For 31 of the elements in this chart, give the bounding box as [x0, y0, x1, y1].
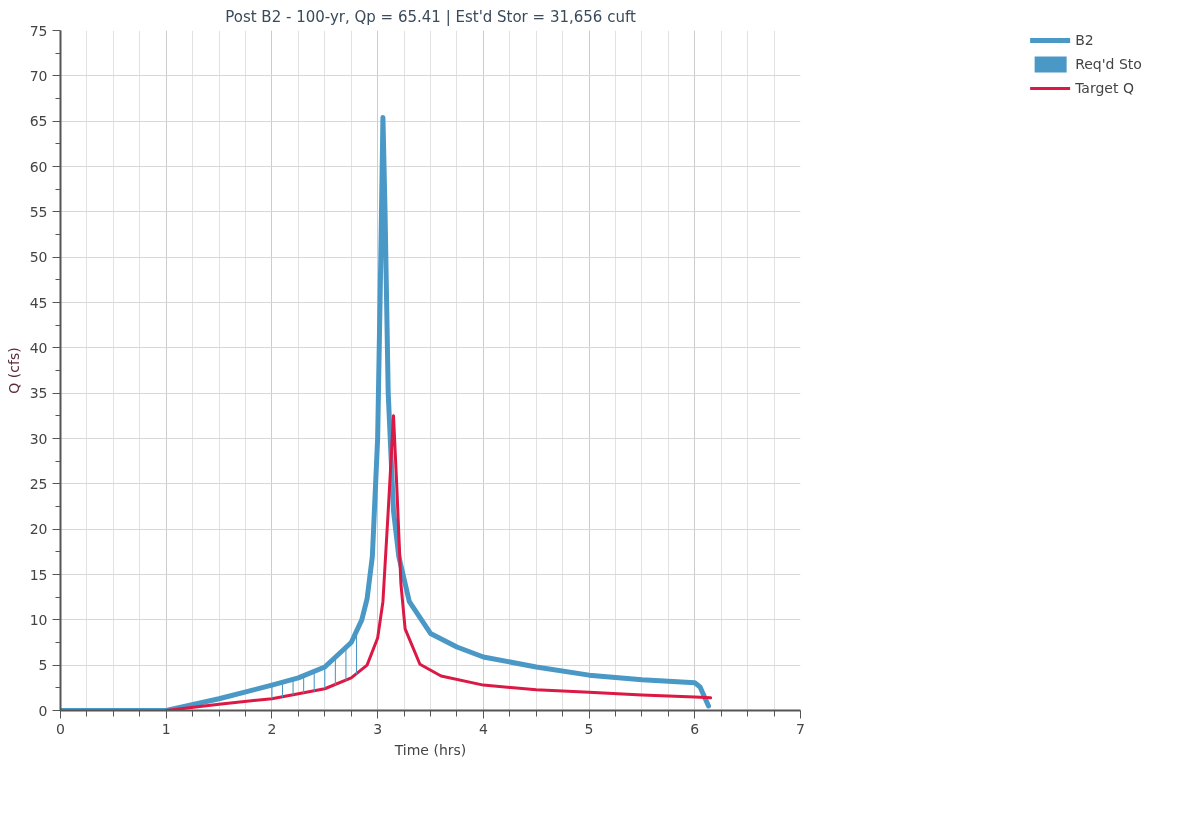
y-tick-label: 20	[29, 521, 48, 538]
line-series	[164, 414, 713, 711]
x-tick-label: 3	[373, 720, 383, 737]
y-axis-title: Q (cfs)	[5, 347, 22, 394]
x-tick-label: 0	[56, 720, 65, 737]
y-tick-label: 70	[29, 67, 48, 84]
legend-label: B2	[1075, 32, 1095, 48]
y-tick-label: 15	[29, 566, 48, 583]
x-tick-label: 4	[478, 720, 488, 737]
legend-label: Target Q	[1075, 80, 1134, 96]
x-tick-label: 2	[267, 720, 277, 737]
legend-label: Req'd Sto	[1075, 56, 1142, 72]
x-tick-label: 7	[796, 720, 805, 737]
y-tick-label: 45	[29, 294, 48, 311]
y-tick-label: 55	[29, 203, 48, 220]
y-tick-label: 10	[29, 611, 48, 628]
y-tick-label: 40	[29, 339, 48, 356]
x-axis-title: Time (hrs)	[393, 741, 467, 758]
chart-title: Post B2 - 100-yr, Qp = 65.41 | Est'd Stor = 31,656 cuft	[225, 7, 636, 26]
x-tick-label: 5	[584, 720, 594, 737]
y-tick-label: 50	[29, 249, 48, 266]
y-tick-label: 35	[29, 385, 48, 402]
y-tick-label: 75	[29, 22, 48, 39]
x-tick-label: 1	[161, 720, 171, 737]
y-tick-label: 60	[29, 158, 48, 175]
y-tick-label: 65	[29, 113, 48, 130]
y-tick-label: 5	[38, 657, 48, 674]
y-tick-label: 25	[29, 475, 48, 492]
y-tick-label: 30	[29, 430, 48, 447]
x-tick-label: 6	[690, 720, 700, 737]
y-tick-label: 0	[38, 702, 48, 719]
